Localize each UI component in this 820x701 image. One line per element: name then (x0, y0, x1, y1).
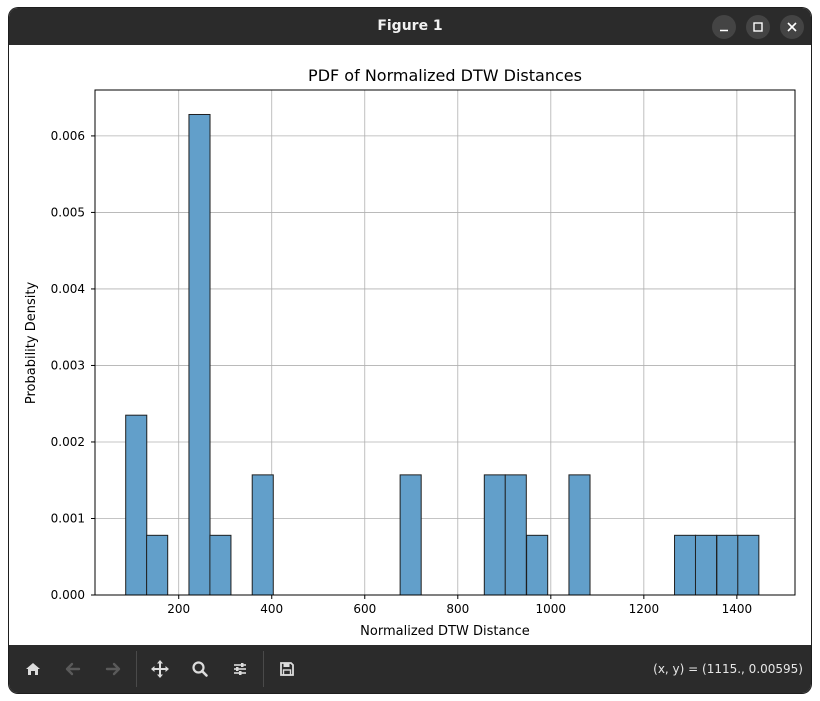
histogram-bar (146, 534, 169, 596)
histogram-bar (209, 534, 232, 596)
y-axis-label: Probability Density (24, 282, 39, 405)
cursor-coordinates: (x, y) = (1115., 0.00595) (653, 662, 803, 676)
home-button[interactable] (17, 653, 49, 685)
axis-ticks: 200 400 600 800 1000 1200 1400 0.000 0.001 0.002 0… (51, 129, 752, 616)
toolbar-separator (263, 651, 264, 687)
y-tick-label: 0.006 (51, 129, 85, 143)
arrow-right-icon (105, 662, 121, 676)
pan-button[interactable] (144, 653, 176, 685)
histogram-bar (251, 474, 274, 596)
histogram-chart[interactable]: 200 400 600 800 1000 1200 1400 0.000 0.001 0.002 0… (9, 45, 811, 645)
histogram-bar (526, 534, 549, 596)
y-tick-label: 0.005 (51, 205, 85, 219)
histogram-bars (125, 113, 760, 596)
histogram-bar (483, 474, 506, 596)
histogram-bar (674, 534, 697, 596)
x-tick-label: 800 (446, 602, 469, 616)
histogram-bar (737, 534, 760, 596)
minimize-button[interactable] (712, 15, 736, 39)
x-tick-label: 400 (260, 602, 283, 616)
minimize-icon (720, 29, 728, 32)
x-tick-label: 600 (353, 602, 376, 616)
floppy-disk-icon (280, 662, 294, 676)
window-title: Figure 1 (377, 18, 443, 34)
histogram-bar (568, 474, 591, 596)
sliders-icon (234, 663, 246, 675)
toolbar-separator (136, 651, 137, 687)
x-tick-label: 1000 (536, 602, 567, 616)
x-tick-label: 1400 (722, 602, 753, 616)
x-tick-label: 200 (167, 602, 190, 616)
histogram-bar (188, 113, 211, 596)
axes-frame (94, 89, 796, 596)
arrow-left-icon (65, 662, 81, 676)
navigation-toolbar: (x, y) = (1115., 0.00595) (9, 645, 811, 693)
y-tick-label: 0.004 (51, 282, 85, 296)
back-button[interactable] (57, 653, 89, 685)
close-button[interactable] (780, 15, 804, 39)
save-button[interactable] (271, 653, 303, 685)
histogram-bar (504, 474, 527, 596)
maximize-button[interactable] (746, 15, 770, 39)
histogram-bar (399, 474, 422, 596)
chart-title: PDF of Normalized DTW Distances (308, 66, 582, 85)
figure-canvas[interactable]: 200 400 600 800 1000 1200 1400 0.000 0.001 0.002 0… (9, 45, 811, 645)
histogram-bar (125, 414, 148, 596)
histogram-bar (716, 534, 739, 596)
forward-button[interactable] (97, 653, 129, 685)
magnifier-icon (192, 661, 208, 677)
home-icon (26, 663, 40, 675)
configure-subplots-button[interactable] (224, 653, 256, 685)
maximize-icon (753, 22, 763, 32)
figure-window: Figure 1 200 400 600 800 1000 1200 1400 0.000 0.… (9, 8, 811, 693)
y-tick-label: 0.000 (51, 588, 85, 602)
y-tick-label: 0.001 (51, 511, 85, 525)
title-bar[interactable]: Figure 1 (9, 8, 811, 45)
zoom-button[interactable] (184, 653, 216, 685)
histogram-bar (694, 534, 718, 596)
x-tick-label: 1200 (629, 602, 660, 616)
x-axis-label: Normalized DTW Distance (360, 624, 530, 639)
close-icon (787, 22, 797, 32)
y-tick-label: 0.002 (51, 435, 85, 449)
y-tick-label: 0.003 (51, 358, 85, 372)
move-arrows-icon (151, 660, 169, 678)
